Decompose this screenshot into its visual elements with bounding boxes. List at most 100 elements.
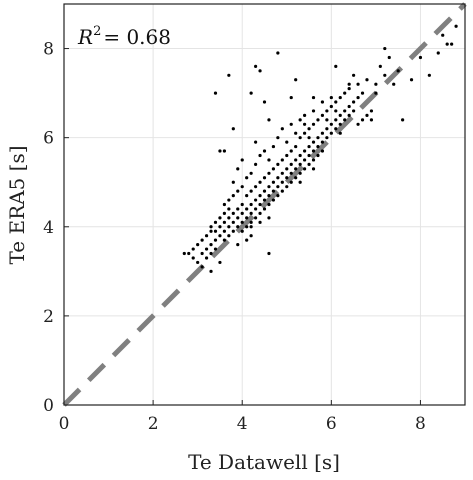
data-point [316, 136, 320, 140]
data-point [267, 193, 271, 198]
data-point [311, 122, 316, 126]
data-point [236, 216, 240, 220]
data-point [334, 127, 338, 131]
data-point [227, 198, 231, 202]
data-point [343, 91, 347, 95]
x-tick-label: 6 [326, 414, 337, 434]
data-point [271, 144, 276, 149]
data-point [352, 73, 356, 77]
data-point [285, 176, 289, 180]
data-point [356, 95, 360, 100]
data-point [343, 109, 347, 113]
data-point [253, 64, 258, 68]
data-point [187, 251, 191, 256]
data-point [209, 251, 213, 256]
data-point [204, 234, 209, 238]
data-point [360, 91, 365, 95]
data-point [262, 176, 267, 180]
data-point [311, 109, 316, 113]
data-point [218, 260, 222, 265]
data-point [401, 118, 405, 122]
data-point [209, 229, 213, 233]
data-point [374, 82, 378, 86]
data-point [329, 95, 333, 100]
data-point [231, 193, 235, 198]
data-point [253, 162, 258, 166]
data-point [267, 118, 271, 122]
data-point [303, 122, 307, 126]
data-point [360, 118, 365, 122]
data-point [236, 189, 240, 193]
data-point [227, 207, 231, 211]
data-point [240, 202, 244, 207]
data-point [347, 113, 351, 117]
data-point [245, 216, 249, 220]
data-point [204, 256, 209, 260]
data-point [200, 251, 204, 256]
data-point [352, 109, 356, 113]
r-squared-symbol: R [77, 25, 93, 49]
data-point [356, 122, 360, 126]
data-point [262, 189, 267, 193]
data-point [409, 78, 414, 82]
data-point [245, 176, 249, 180]
data-point [329, 131, 333, 135]
data-point [285, 153, 289, 158]
data-point [338, 113, 342, 117]
data-point [213, 220, 218, 224]
data-point [441, 33, 445, 37]
data-point [436, 51, 440, 55]
data-point [271, 167, 276, 171]
data-point [209, 243, 213, 247]
data-point [271, 189, 276, 193]
data-point [289, 122, 293, 126]
data-point [303, 113, 307, 117]
data-point [267, 185, 271, 189]
data-point [307, 162, 311, 166]
data-point [294, 176, 298, 180]
data-point [325, 109, 329, 113]
data-point [280, 171, 284, 175]
data-point [249, 225, 253, 229]
data-point [369, 109, 374, 113]
data-point [303, 158, 307, 162]
data-point [227, 216, 231, 220]
data-point [253, 216, 258, 220]
data-point [280, 189, 284, 193]
data-point [227, 73, 231, 77]
data-point [298, 136, 302, 140]
data-point [227, 234, 231, 238]
data-point [231, 127, 235, 131]
data-point [258, 153, 262, 158]
y-axis-label: Te ERA5 [s] [5, 145, 29, 264]
r-squared-value: = 0.68 [103, 25, 171, 49]
data-point [267, 216, 271, 220]
data-point [249, 234, 253, 238]
data-point [294, 144, 298, 149]
data-point [383, 73, 387, 77]
data-point [196, 243, 200, 247]
y-tick-label: 4 [43, 218, 54, 238]
data-point [338, 95, 342, 100]
x-tick-label: 8 [415, 414, 426, 434]
data-point [231, 211, 235, 216]
data-point [338, 122, 342, 126]
data-point [240, 220, 244, 224]
data-point [329, 122, 333, 126]
data-point [369, 118, 374, 122]
data-point [427, 73, 431, 77]
data-point [245, 193, 249, 198]
data-point [298, 153, 302, 158]
data-point [307, 127, 311, 131]
r-squared-superscript: 2 [93, 24, 101, 39]
data-point [231, 220, 235, 224]
data-point [245, 238, 249, 242]
data-point [196, 260, 200, 265]
data-point [289, 171, 293, 175]
data-point [236, 243, 240, 247]
data-point [383, 46, 387, 51]
data-point [191, 247, 195, 251]
data-point [325, 118, 329, 122]
x-tick-label: 2 [148, 414, 159, 434]
data-point [258, 180, 262, 184]
